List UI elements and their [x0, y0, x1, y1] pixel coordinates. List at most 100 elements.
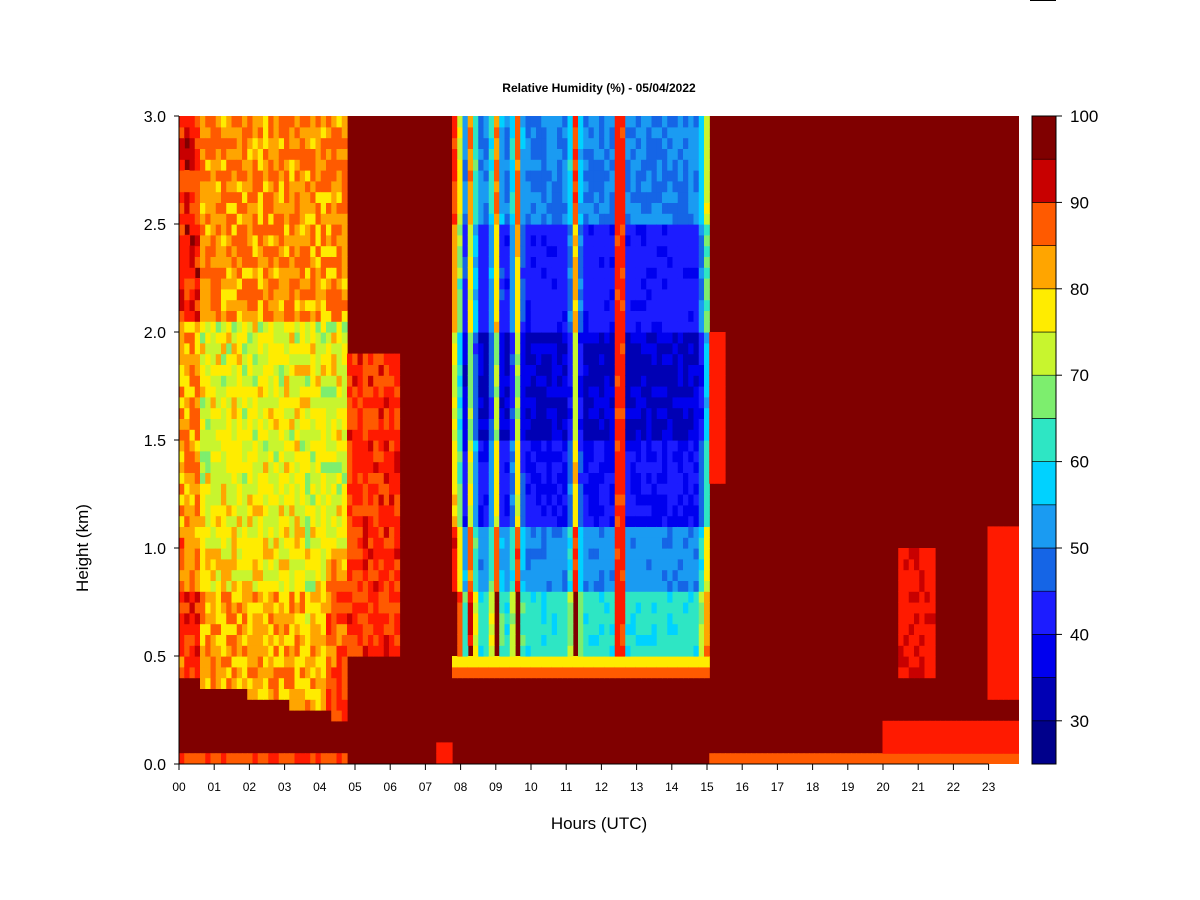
- heatmap-cell: [184, 666, 191, 679]
- heatmap-cell: [630, 245, 637, 257]
- heatmap-cell: [488, 234, 495, 247]
- heatmap-cell: [704, 418, 710, 430]
- heatmap-cell: [557, 602, 563, 614]
- heatmap-cell: [179, 234, 185, 247]
- heatmap-cell: [908, 742, 915, 754]
- heatmap-cell: [268, 353, 275, 365]
- heatmap-cell: [662, 386, 668, 398]
- heatmap-cell: [609, 332, 616, 344]
- heatmap-cell: [221, 202, 227, 214]
- heatmap-cell: [457, 472, 464, 484]
- heatmap-cell: [578, 526, 584, 538]
- heatmap-cell: [546, 429, 553, 441]
- heatmap-cell: [919, 720, 926, 733]
- heatmap-cell: [898, 666, 905, 679]
- heatmap-cell: [683, 191, 689, 203]
- heatmap-cell: [289, 591, 296, 603]
- y-tick-label: 0.0: [144, 757, 166, 774]
- heatmap-cell: [520, 375, 527, 387]
- heatmap-cell: [520, 418, 527, 430]
- heatmap-cell: [672, 558, 679, 571]
- heatmap-cell: [331, 386, 338, 398]
- heatmap-cell: [924, 591, 931, 603]
- heatmap-cell: [641, 299, 647, 311]
- heatmap-cell: [179, 612, 185, 625]
- heatmap-cell: [614, 234, 621, 247]
- heatmap-cell: [588, 342, 595, 355]
- heatmap-cell: [646, 591, 653, 603]
- heatmap-cell: [263, 386, 269, 398]
- heatmap-cell: [698, 656, 705, 668]
- heatmap-cell: [714, 418, 721, 430]
- heatmap-cell: [341, 537, 348, 549]
- heatmap-cell: [236, 580, 243, 592]
- heatmap-cell: [389, 353, 395, 365]
- heatmap-cell: [478, 148, 485, 160]
- heatmap-cell: [179, 310, 185, 322]
- heatmap-cell: [520, 126, 527, 139]
- heatmap-cell: [205, 278, 212, 290]
- heatmap-cell: [315, 666, 322, 679]
- heatmap-cell: [305, 332, 311, 344]
- heatmap-cell: [473, 126, 479, 139]
- heatmap-cell: [620, 267, 626, 279]
- heatmap-cell: [362, 494, 369, 506]
- heatmap-cell: [530, 537, 537, 549]
- heatmap-cell: [515, 256, 521, 268]
- heatmap-cell: [247, 267, 254, 279]
- heatmap-cell: [488, 450, 495, 463]
- heatmap-cell: [336, 213, 343, 225]
- heatmap-cell: [929, 753, 936, 764]
- x-tick-label: 12: [595, 780, 609, 794]
- heatmap-cell: [252, 126, 259, 139]
- heatmap-cell: [536, 386, 542, 398]
- heatmap-cell: [578, 224, 584, 236]
- heatmap-cell: [520, 515, 527, 527]
- heatmap-cell: [530, 267, 537, 279]
- heatmap-cell: [620, 591, 626, 603]
- heatmap-cell: [231, 375, 238, 387]
- heatmap-cell: [704, 483, 710, 495]
- heatmap-cell: [320, 418, 327, 430]
- heatmap-cell: [546, 299, 553, 311]
- heatmap-cell: [672, 148, 679, 160]
- heatmap-cell: [672, 267, 679, 279]
- heatmap-cell: [588, 353, 595, 365]
- heatmap-cell: [294, 148, 301, 160]
- heatmap-cell: [247, 677, 254, 689]
- heatmap-cell: [331, 710, 338, 722]
- heatmap-cell: [583, 450, 590, 463]
- heatmap-cell: [341, 407, 348, 419]
- heatmap-cell: [205, 126, 212, 139]
- heatmap-cell: [698, 213, 705, 225]
- heatmap-cell: [599, 558, 605, 571]
- heatmap-cell: [609, 515, 616, 527]
- heatmap-cell: [184, 148, 191, 160]
- heatmap-cell: [378, 418, 385, 430]
- heatmap-cell: [662, 299, 668, 311]
- heatmap-cell: [326, 548, 332, 560]
- heatmap-cell: [268, 461, 275, 473]
- heatmap-cell: [893, 742, 899, 754]
- heatmap-cell: [614, 224, 621, 236]
- heatmap-cell: [593, 645, 600, 657]
- heatmap-cell: [583, 558, 590, 571]
- heatmap-cell: [662, 332, 668, 344]
- heatmap-cell: [625, 159, 632, 171]
- heatmap-cell: [656, 656, 663, 668]
- heatmap-cell: [593, 612, 600, 625]
- heatmap-cell: [242, 256, 248, 268]
- heatmap-cell: [494, 364, 500, 376]
- heatmap-cell: [588, 548, 595, 560]
- heatmap-cell: [315, 504, 322, 517]
- heatmap-cell: [599, 623, 605, 635]
- heatmap-cell: [572, 267, 579, 279]
- heatmap-cell: [688, 515, 695, 527]
- heatmap-cell: [294, 666, 301, 679]
- heatmap-cell: [315, 515, 322, 527]
- heatmap-cell: [457, 483, 464, 495]
- heatmap-cell: [688, 407, 695, 419]
- heatmap-cell: [614, 126, 621, 139]
- heatmap-cell: [215, 515, 222, 527]
- heatmap-cell: [247, 386, 254, 398]
